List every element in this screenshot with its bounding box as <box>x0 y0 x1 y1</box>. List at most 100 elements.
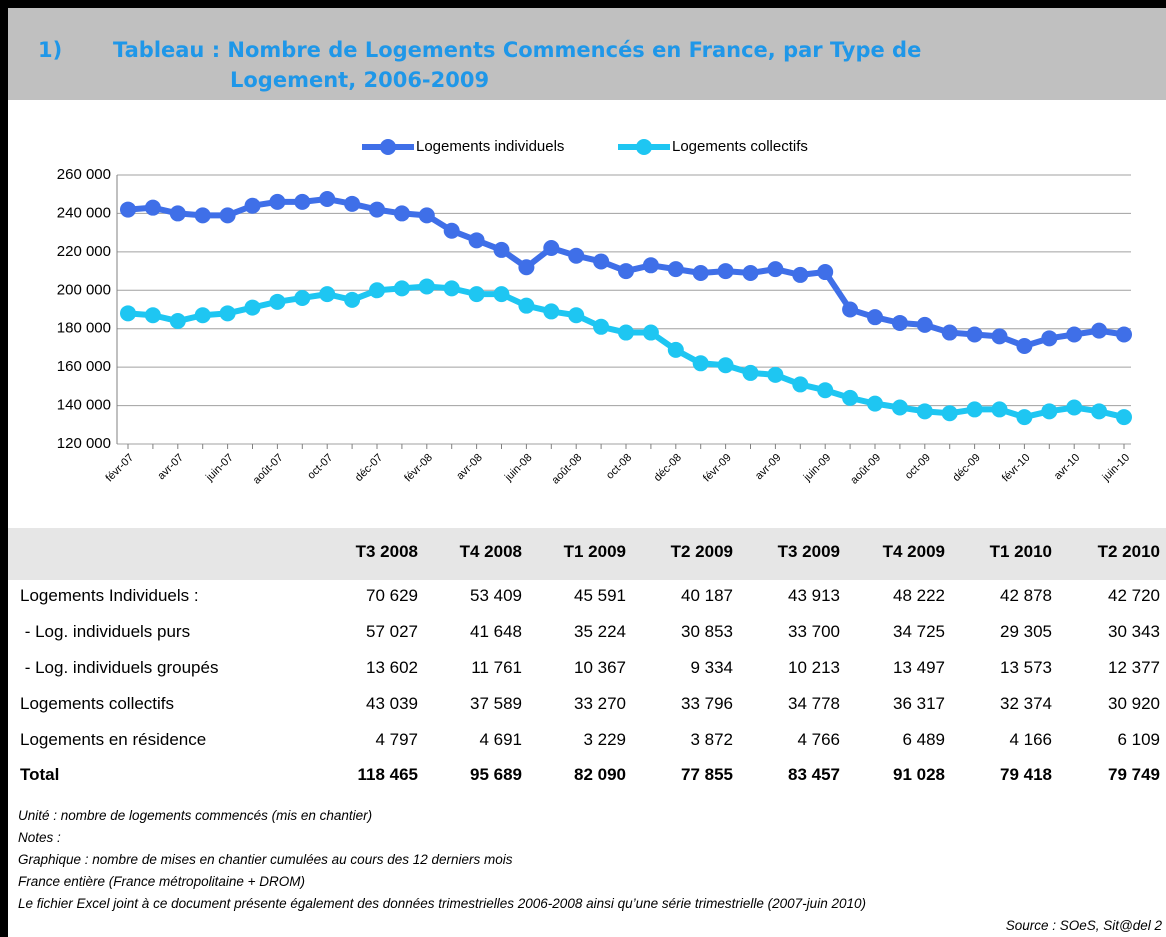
point <box>1116 409 1132 426</box>
point <box>618 324 634 341</box>
point <box>792 376 809 393</box>
point <box>219 305 236 322</box>
point <box>144 307 161 324</box>
x-tick-label: juin-07 <box>203 452 236 485</box>
y-tick-label: 160 000 <box>57 358 111 375</box>
x-tick-label: févr-10 <box>1000 452 1033 485</box>
x-tick-label: déc-08 <box>652 452 684 484</box>
cell: 10 213 <box>788 658 840 677</box>
point <box>169 313 186 330</box>
point <box>1091 322 1108 339</box>
title: Logement, 2006-2009 <box>230 68 490 92</box>
cell: 3 872 <box>690 730 733 749</box>
cell: 48 222 <box>893 586 945 605</box>
chart: 120 000 140 000 160 000 180 000 200 000 220 0… <box>57 138 1132 487</box>
point <box>717 357 734 374</box>
x-tick-label: août-09 <box>848 452 883 487</box>
point <box>568 247 585 264</box>
cell: 82 090 <box>574 765 626 784</box>
cell: 33 700 <box>788 622 840 641</box>
cell: 34 725 <box>893 622 945 641</box>
point <box>842 389 859 406</box>
x-tick-label: avr-08 <box>454 452 485 483</box>
point <box>294 289 311 306</box>
point <box>120 201 136 218</box>
y-tick-label: 240 000 <box>57 204 111 221</box>
x-tick-label: déc-09 <box>951 452 983 484</box>
cell: 43 913 <box>788 586 840 605</box>
point <box>867 395 883 412</box>
title: Tableau : Nombre de Logements Commencés … <box>113 38 922 62</box>
row-label: Logements Individuels : <box>20 586 199 605</box>
cell: 40 187 <box>681 586 733 605</box>
cell: 45 591 <box>574 586 626 605</box>
point <box>742 364 759 381</box>
row-label: - Log. individuels groupés <box>20 658 219 677</box>
point <box>543 303 560 320</box>
y-tick-label: 220 000 <box>57 243 111 260</box>
section-number: 1) <box>38 38 63 62</box>
point <box>568 307 585 324</box>
point <box>1066 326 1083 343</box>
cell: 79 418 <box>1000 765 1052 784</box>
point <box>891 314 908 331</box>
cell: 42 720 <box>1108 586 1160 605</box>
column-header: T1 2009 <box>563 542 626 561</box>
cell: 4 691 <box>479 730 522 749</box>
x-tick-label: oct-07 <box>305 452 335 482</box>
cell: 30 343 <box>1108 622 1160 641</box>
cell: 34 778 <box>788 694 840 713</box>
point <box>244 299 261 316</box>
source: Source : SOeS, Sit@del 2 <box>1005 918 1162 933</box>
x-tick-label: févr-08 <box>402 452 435 485</box>
cell: 35 224 <box>574 622 626 641</box>
point <box>418 207 435 224</box>
cell: 83 457 <box>788 765 840 784</box>
y-tick-label: 140 000 <box>57 397 111 414</box>
point <box>393 280 410 297</box>
cell: 9 334 <box>690 658 733 677</box>
point <box>518 297 535 314</box>
column-header: T2 2009 <box>670 542 733 561</box>
point <box>418 278 435 295</box>
point <box>344 195 361 212</box>
x-tick-label: févr-07 <box>103 452 136 485</box>
column-header: T3 2008 <box>355 542 418 561</box>
point <box>1066 399 1083 416</box>
cell: 4 797 <box>375 730 418 749</box>
point <box>618 263 634 280</box>
note: France entière (France métropolitaine + … <box>18 874 305 889</box>
point <box>344 291 361 308</box>
cell: 3 229 <box>583 730 626 749</box>
cell: 77 855 <box>681 765 733 784</box>
column-header: T2 2010 <box>1097 542 1160 561</box>
column-header: T3 2009 <box>777 542 840 561</box>
point <box>817 264 834 281</box>
point <box>543 240 560 257</box>
point <box>468 286 485 303</box>
point <box>493 286 510 303</box>
point <box>941 405 958 422</box>
point <box>1041 330 1058 347</box>
cell: 6 489 <box>902 730 945 749</box>
row-label: Total <box>20 765 60 784</box>
cell: 32 374 <box>1000 694 1052 713</box>
note: Le fichier Excel joint à ce document pré… <box>18 896 866 911</box>
x-tick-label: avr-07 <box>155 452 186 483</box>
cell: 41 648 <box>470 622 522 641</box>
point <box>593 253 610 270</box>
point <box>767 366 784 383</box>
x-tick-label: juin-09 <box>801 452 834 485</box>
cell: 30 853 <box>681 622 733 641</box>
note: Graphique : nombre de mises en chantier … <box>18 852 513 867</box>
table-header-band <box>8 528 1166 580</box>
point <box>593 318 610 335</box>
cell: 37 589 <box>470 694 522 713</box>
x-tick-label: avr-09 <box>753 452 784 483</box>
point <box>667 341 684 358</box>
point <box>642 324 659 341</box>
column-header: T4 2008 <box>459 542 522 561</box>
point <box>692 264 709 281</box>
point <box>468 232 485 249</box>
cell: 33 796 <box>681 694 733 713</box>
